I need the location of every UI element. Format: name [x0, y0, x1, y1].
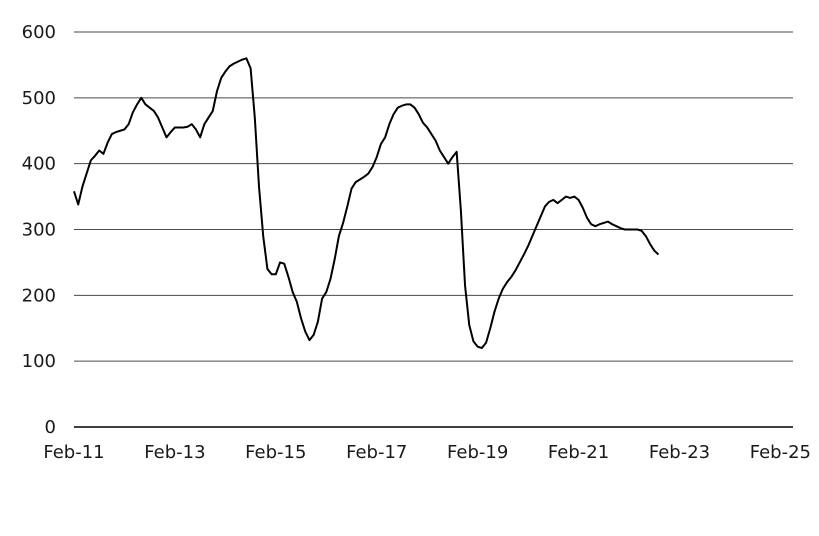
- x-tick-label: Feb-21: [548, 442, 609, 463]
- x-axis-tick-labels: Feb-11 Feb-13 Feb-15 Feb-17 Feb-19 Feb-21 Feb-…: [43, 442, 811, 463]
- x-tick-label: Feb-23: [649, 442, 710, 463]
- y-tick-label: 100: [22, 351, 56, 372]
- series-line-1: [73, 57, 660, 349]
- y-tick-label: 500: [22, 88, 56, 109]
- series-layer: [73, 57, 660, 349]
- x-tick-label: Feb-13: [144, 442, 205, 463]
- y-tick-label: 300: [22, 220, 56, 241]
- y-tick-label: 200: [22, 285, 56, 306]
- y-tick-label: 0: [45, 417, 56, 438]
- y-tick-label: 600: [22, 22, 56, 43]
- x-tick-label: Feb-17: [346, 442, 407, 463]
- x-tick-label: Feb-11: [43, 442, 104, 463]
- y-tick-label: 400: [22, 154, 56, 175]
- x-tick-label: Feb-25: [750, 442, 811, 463]
- gridlines: [74, 31, 793, 362]
- y-axis-tick-labels: 0 100 200 300 400 500 600: [22, 22, 56, 438]
- x-tick-label: Feb-19: [447, 442, 508, 463]
- x-tick-label: Feb-15: [245, 442, 306, 463]
